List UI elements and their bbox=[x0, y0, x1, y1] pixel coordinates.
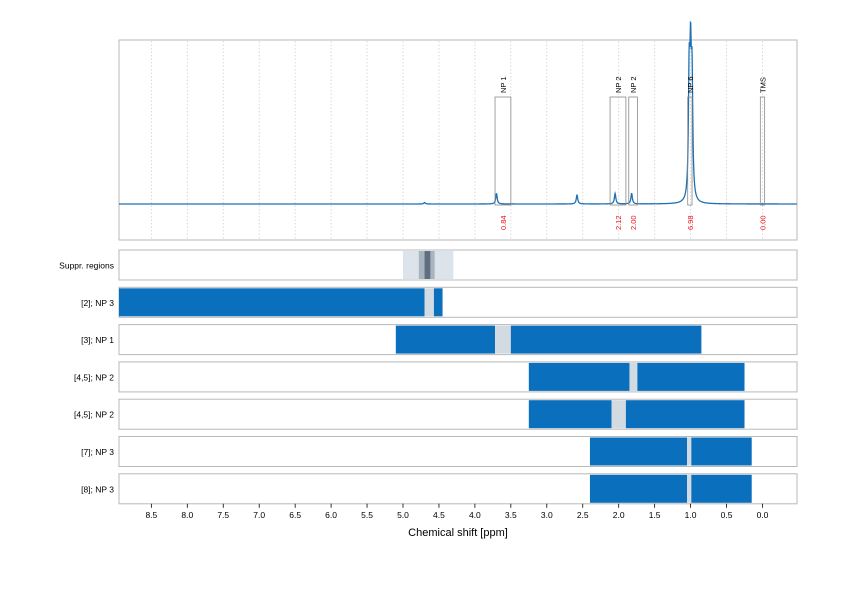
range-row-6: [8]; NP 3 bbox=[81, 473, 798, 505]
range-row-label: Suppr. regions bbox=[59, 261, 114, 271]
range-row-label: [4,5]; NP 2 bbox=[74, 372, 114, 382]
x-tick-label-17: 0.0 bbox=[757, 510, 769, 520]
x-tick-label-5: 6.0 bbox=[325, 510, 337, 520]
range-bar-0 bbox=[119, 288, 425, 317]
x-tick-label-9: 4.0 bbox=[469, 510, 481, 520]
range-bar-1 bbox=[686, 474, 692, 503]
range-row-4: [4,5]; NP 2 bbox=[74, 398, 798, 430]
x-tick-label-11: 3.0 bbox=[541, 510, 553, 520]
x-tick-label-13: 2.0 bbox=[613, 510, 625, 520]
range-bar-2 bbox=[637, 362, 745, 391]
range-bar-0 bbox=[589, 437, 687, 466]
range-bar-1 bbox=[611, 400, 626, 429]
integration-box-1 bbox=[609, 96, 627, 206]
range-bar-0 bbox=[589, 474, 687, 503]
range-bar-1 bbox=[629, 362, 638, 391]
range-row-5: [7]; NP 3 bbox=[81, 436, 798, 467]
range-row-2: [3]; NP 1 bbox=[81, 324, 798, 356]
range-bar-2 bbox=[510, 325, 702, 354]
integration-value-1: 2.12 bbox=[614, 215, 623, 230]
spectrum-panel bbox=[118, 39, 798, 241]
range-row-3: [4,5]; NP 2 bbox=[74, 361, 798, 393]
x-tick-label-15: 1.0 bbox=[685, 510, 697, 520]
x-tick-label-4: 6.5 bbox=[289, 510, 301, 520]
range-bar-2 bbox=[625, 400, 745, 429]
integration-box-4 bbox=[759, 96, 766, 206]
range-rows: Suppr. regions [2]; NP 3 [3]; NP 1 [4,5]; N… bbox=[59, 249, 798, 505]
integration-box-3 bbox=[687, 96, 693, 206]
x-axis: 8.5 8.0 7.5 7.0 6.5 6.0 5.5 5.0 4.5 4.0 3.5 3.0 2.5 2… bbox=[145, 503, 769, 520]
range-row-frame bbox=[118, 249, 798, 281]
x-tick-label-0: 8.5 bbox=[145, 510, 157, 520]
range-bar-1 bbox=[686, 437, 692, 466]
x-tick-label-10: 3.5 bbox=[505, 510, 517, 520]
range-row-label: [7]; NP 3 bbox=[81, 447, 114, 457]
integration-box-2 bbox=[628, 96, 638, 206]
grid-lines bbox=[150, 41, 763, 239]
x-tick-label-14: 1.5 bbox=[649, 510, 661, 520]
range-bar-1 bbox=[495, 325, 511, 354]
spectrum-line bbox=[119, 20, 797, 205]
range-row-label: [4,5]; NP 2 bbox=[74, 410, 114, 420]
integration-label-3: NP 6 bbox=[686, 76, 695, 93]
range-bar-0 bbox=[395, 325, 496, 354]
x-tick-label-2: 7.5 bbox=[217, 510, 229, 520]
range-bar-2 bbox=[691, 437, 752, 466]
range-row-label: [8]; NP 3 bbox=[81, 484, 114, 494]
integration-value-2: 2.00 bbox=[629, 215, 638, 230]
spectrum-layer bbox=[119, 20, 797, 205]
range-bar-2 bbox=[433, 288, 443, 317]
range-row-1: [2]; NP 3 bbox=[81, 286, 798, 318]
integrations-layer: NP 1 0.84 NP 2 2.12 NP 2 2.00 NP 6 6.98 TMS 0.00 bbox=[494, 76, 767, 230]
x-tick-label-8: 4.5 bbox=[433, 510, 445, 520]
integration-value-3: 6.98 bbox=[686, 215, 695, 230]
x-tick-label-12: 2.5 bbox=[577, 510, 589, 520]
x-tick-label-16: 0.5 bbox=[721, 510, 733, 520]
x-axis-label: Chemical shift [ppm] bbox=[408, 527, 508, 539]
range-bar-2 bbox=[691, 474, 752, 503]
range-bar-2 bbox=[424, 251, 431, 279]
integration-label-0: NP 1 bbox=[499, 76, 508, 93]
x-tick-label-7: 5.0 bbox=[397, 510, 409, 520]
integration-box-0 bbox=[494, 96, 512, 206]
range-bar-0 bbox=[528, 400, 612, 429]
range-row-label: [3]; NP 1 bbox=[81, 335, 114, 345]
range-row-label: [2]; NP 3 bbox=[81, 298, 114, 308]
range-bar-0 bbox=[528, 362, 630, 391]
range-bar-1 bbox=[424, 288, 434, 317]
integration-value-0: 0.84 bbox=[499, 215, 508, 230]
integration-label-4: TMS bbox=[758, 77, 767, 93]
x-tick-label-3: 7.0 bbox=[253, 510, 265, 520]
x-tick-label-6: 5.5 bbox=[361, 510, 373, 520]
integration-label-2: NP 2 bbox=[629, 76, 638, 93]
range-row-0: Suppr. regions bbox=[59, 249, 798, 281]
x-tick-label-1: 8.0 bbox=[181, 510, 193, 520]
integration-value-4: 0.00 bbox=[758, 215, 767, 230]
integration-label-1: NP 2 bbox=[614, 76, 623, 93]
